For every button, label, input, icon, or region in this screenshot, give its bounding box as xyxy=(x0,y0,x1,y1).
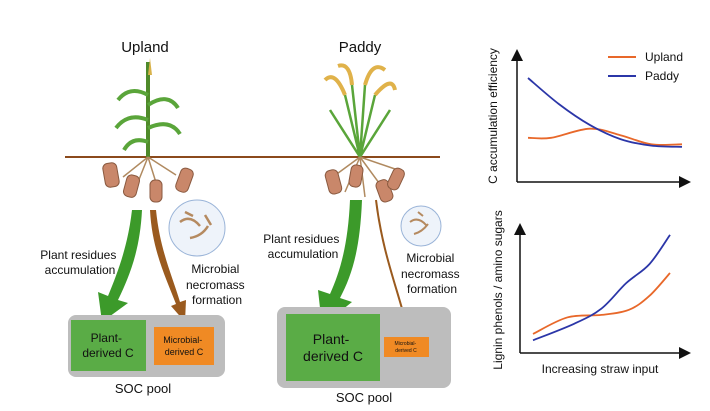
paddy-soc-pool-label: SOC pool xyxy=(336,390,392,405)
lignin-amino-chart: Lignin phenols / amino sugars Increasing… xyxy=(491,210,691,376)
upland-title: Upland xyxy=(121,39,169,56)
microbe-icon xyxy=(400,205,442,247)
legend-upland-label: Upland xyxy=(645,50,683,64)
series-line-upland xyxy=(532,272,671,335)
paddy-microbial-derived-label: Microbial- derived C xyxy=(394,341,417,354)
paddy-plant-derived-label: Plant- derived C xyxy=(303,331,363,364)
paddy-plant-residue-label: Plant residues accumulation xyxy=(263,232,342,261)
microbial-arrow xyxy=(375,199,405,317)
upland-microbial-label: Microbial necromass formation xyxy=(186,262,248,307)
series-line-paddy xyxy=(532,234,671,342)
y-axis-label: Lignin phenols / amino sugars xyxy=(491,210,505,369)
paddy-title: Paddy xyxy=(339,39,382,56)
paddy-plant-derived-box xyxy=(286,314,380,381)
maize-plant-icon xyxy=(114,58,182,190)
series-line-paddy xyxy=(527,77,683,148)
x-axis-label: Increasing straw input xyxy=(542,362,659,376)
straw-residue-icon xyxy=(102,162,194,203)
plant-residue-arrow xyxy=(318,200,362,326)
c-efficiency-chart: C accumulation efficiency Upland Paddy xyxy=(486,48,691,188)
series-line-upland xyxy=(527,127,683,146)
straw-residue-icon xyxy=(324,164,405,203)
microbe-icon xyxy=(168,199,226,257)
upland-microbial-derived-label: Microbial- derived C xyxy=(163,335,205,357)
upland-soc-pool-label: SOC pool xyxy=(115,381,171,396)
microbial-arrow xyxy=(150,210,186,322)
plant-residue-arrow xyxy=(98,210,142,322)
upland-plant-residue-label: Plant residues accumulation xyxy=(40,248,119,277)
upland-microbial-derived-box xyxy=(154,327,214,365)
paddy-microbial-label: Microbial necromass formation xyxy=(401,251,463,296)
y-axis-label: C accumulation efficiency xyxy=(486,48,500,184)
paddy-microbial-derived-box xyxy=(384,337,429,357)
upland-plant-derived-box xyxy=(71,320,146,371)
legend-paddy-label: Paddy xyxy=(645,69,679,83)
upland-plant-derived-label: Plant- derived C xyxy=(82,331,134,360)
